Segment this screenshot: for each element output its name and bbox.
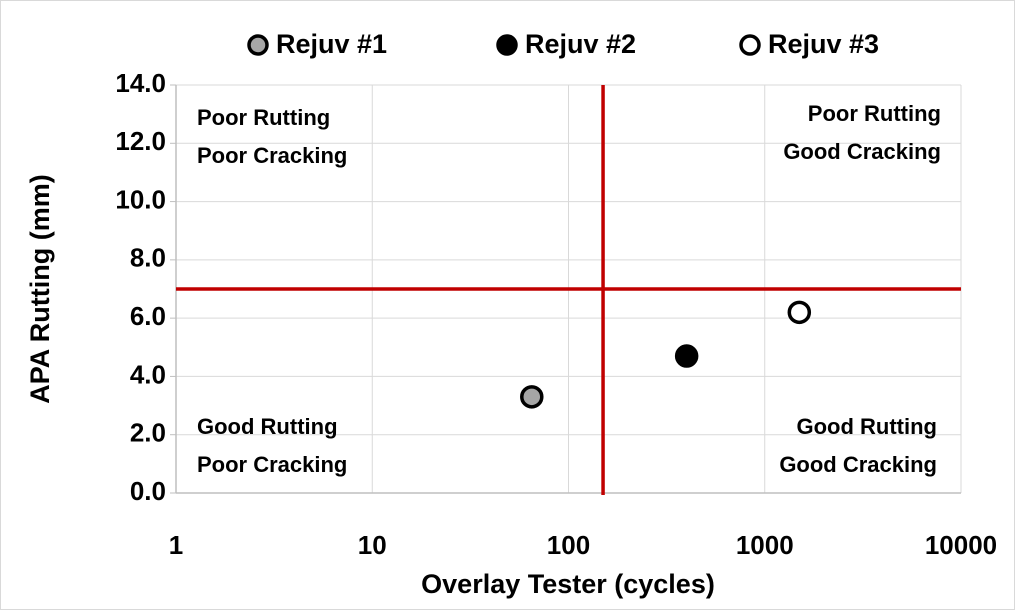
legend-label: Rejuv #3 bbox=[768, 29, 879, 59]
x-tick-label: 10000 bbox=[925, 530, 997, 560]
y-tick-label: 12.0 bbox=[115, 126, 166, 156]
y-tick-label: 2.0 bbox=[130, 418, 166, 448]
x-tick-label: 10 bbox=[358, 530, 387, 560]
quadrant-label: Good Rutting bbox=[796, 414, 937, 439]
y-tick-label: 8.0 bbox=[130, 243, 166, 273]
y-axis-title: APA Rutting (mm) bbox=[25, 174, 55, 403]
data-point bbox=[520, 385, 544, 409]
quadrant-label: Poor Rutting bbox=[197, 105, 330, 130]
quadrant-label: Poor Rutting bbox=[808, 101, 941, 126]
quadrant-label: Good Cracking bbox=[783, 139, 941, 164]
quadrant-label: Good Rutting bbox=[197, 414, 338, 439]
quadrant-label: Poor Cracking bbox=[197, 143, 347, 168]
y-tick-label: 4.0 bbox=[130, 359, 166, 389]
legend-marker bbox=[247, 34, 269, 56]
quadrant-label: Good Cracking bbox=[779, 452, 937, 477]
y-tick-label: 14.0 bbox=[115, 68, 166, 98]
x-tick-label: 1 bbox=[169, 530, 183, 560]
data-point bbox=[787, 300, 812, 325]
legend-label: Rejuv #2 bbox=[525, 29, 636, 59]
x-tick-label: 1000 bbox=[736, 530, 794, 560]
legend-label: Rejuv #1 bbox=[276, 29, 387, 59]
legend-marker bbox=[739, 34, 761, 56]
legend-marker bbox=[496, 34, 518, 56]
data-point bbox=[674, 344, 699, 368]
y-tick-label: 0.0 bbox=[130, 476, 166, 506]
y-tick-label: 10.0 bbox=[115, 184, 166, 214]
x-tick-label: 100 bbox=[547, 530, 590, 560]
x-axis-title: Overlay Tester (cycles) bbox=[421, 569, 715, 599]
y-tick-label: 6.0 bbox=[130, 301, 166, 331]
quadrant-label: Poor Cracking bbox=[197, 452, 347, 477]
